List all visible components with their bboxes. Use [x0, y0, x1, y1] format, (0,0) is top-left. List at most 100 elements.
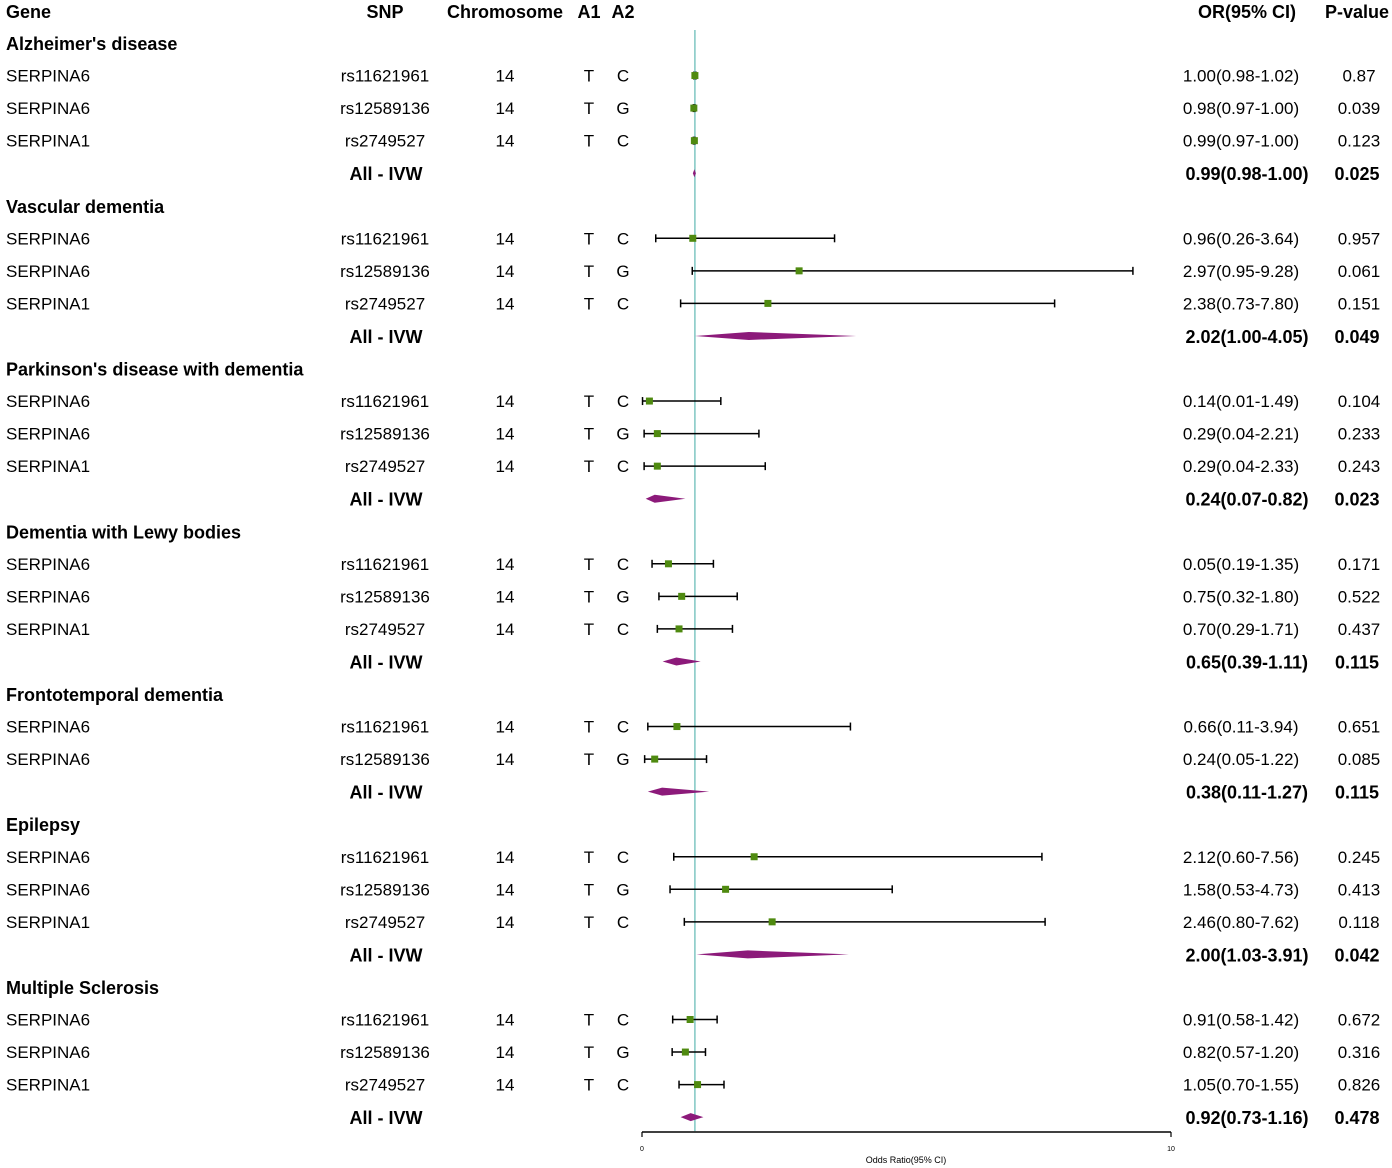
summary-diamond	[645, 494, 686, 503]
gene-cell: SERPINA1	[6, 913, 90, 932]
gene-cell: SERPINA6	[6, 1043, 90, 1062]
or-ci-cell: 0.96(0.26-3.64)	[1183, 229, 1299, 248]
a1-cell: T	[584, 99, 594, 118]
a2-cell: C	[617, 1076, 629, 1095]
a2-cell: C	[617, 555, 629, 574]
group-title: Alzheimer's disease	[6, 34, 177, 54]
p-value-cell: 0.151	[1338, 294, 1381, 313]
summary-or-ci: 2.00(1.03-3.91)	[1185, 945, 1308, 965]
a1-cell: T	[584, 620, 594, 639]
point-estimate	[691, 72, 699, 80]
a1-cell: T	[584, 1011, 594, 1030]
p-value-header: P-value	[1325, 2, 1389, 22]
or-ci-cell: 1.05(0.70-1.55)	[1183, 1076, 1299, 1095]
point-estimate	[664, 560, 672, 568]
or-ci-cell: 1.58(0.53-4.73)	[1183, 880, 1299, 899]
gene-cell: SERPINA1	[6, 132, 90, 151]
group-title: Epilepsy	[6, 815, 80, 835]
or-ci-cell: 0.98(0.97-1.00)	[1183, 99, 1299, 118]
header-row: Gene SNP Chromosome A1 A2 OR(95% CI) P-v…	[6, 2, 1389, 22]
a2-cell: C	[617, 718, 629, 737]
point-estimate	[675, 625, 683, 633]
a2-cell: G	[616, 262, 629, 281]
snp-cell: rs12589136	[340, 425, 430, 444]
chromosome-cell: 14	[496, 620, 515, 639]
summary-or-ci: 2.02(1.00-4.05)	[1185, 327, 1308, 347]
gene-cell: SERPINA6	[6, 587, 90, 606]
summary-label: All - IVW	[350, 1108, 423, 1128]
point-estimate	[690, 104, 698, 112]
gene-cell: SERPINA6	[6, 880, 90, 899]
p-value-cell: 0.437	[1338, 620, 1381, 639]
a1-cell: T	[584, 132, 594, 151]
a2-cell: C	[617, 1011, 629, 1030]
group-title: Multiple Sclerosis	[6, 978, 159, 998]
summary-label: All - IVW	[350, 652, 423, 672]
chromosome-cell: 14	[496, 229, 515, 248]
a1-header: A1	[577, 2, 600, 22]
a2-cell: C	[617, 457, 629, 476]
gene-cell: SERPINA6	[6, 555, 90, 574]
gene-cell: SERPINA6	[6, 262, 90, 281]
a2-cell: C	[617, 392, 629, 411]
gene-cell: SERPINA6	[6, 425, 90, 444]
snp-cell: rs11621961	[341, 392, 430, 411]
snp-cell: rs11621961	[341, 718, 430, 737]
a1-cell: T	[584, 392, 594, 411]
summary-p-value: 0.115	[1335, 783, 1379, 803]
snp-cell: rs12589136	[340, 1043, 430, 1062]
p-value-cell: 0.522	[1338, 587, 1381, 606]
p-value-cell: 0.957	[1338, 229, 1381, 248]
summary-diamond	[696, 950, 849, 959]
group-title: Frontotemporal dementia	[6, 685, 224, 705]
a1-cell: T	[584, 913, 594, 932]
summary-diamond	[692, 169, 696, 178]
summary-p-value: 0.023	[1334, 490, 1379, 510]
snp-cell: rs2749527	[345, 294, 425, 313]
summary-or-ci: 0.65(0.39-1.11)	[1186, 652, 1308, 672]
or-ci-cell: 0.70(0.29-1.71)	[1183, 620, 1299, 639]
gene-cell: SERPINA1	[6, 457, 90, 476]
gene-cell: SERPINA1	[6, 1076, 90, 1095]
gene-cell: SERPINA6	[6, 392, 90, 411]
gene-cell: SERPINA6	[6, 229, 90, 248]
chromosome-cell: 14	[496, 1076, 515, 1095]
or-ci-cell: 2.46(0.80-7.62)	[1183, 913, 1299, 932]
chromosome-cell: 14	[496, 294, 515, 313]
or-ci-cell: 0.75(0.32-1.80)	[1183, 587, 1299, 606]
or-ci-cell: 0.05(0.19-1.35)	[1183, 555, 1299, 574]
a1-cell: T	[584, 880, 594, 899]
point-estimate	[653, 462, 661, 470]
or-ci-cell: 0.14(0.01-1.49)	[1183, 392, 1299, 411]
summary-diamond	[662, 657, 701, 666]
snp-cell: rs2749527	[345, 913, 425, 932]
or-ci-cell: 0.24(0.05-1.22)	[1183, 750, 1299, 769]
x-axis-label: Odds Ratio(95% CI)	[866, 1155, 947, 1165]
gene-cell: SERPINA6	[6, 1011, 90, 1030]
a1-cell: T	[584, 294, 594, 313]
gene-cell: SERPINA1	[6, 620, 90, 639]
a1-cell: T	[584, 555, 594, 574]
x-tick-label-10: 10	[1167, 1146, 1175, 1153]
point-estimate	[694, 1081, 702, 1089]
summary-or-ci: 0.92(0.73-1.16)	[1185, 1108, 1308, 1128]
a1-cell: T	[584, 1043, 594, 1062]
point-estimate	[645, 397, 653, 405]
chromosome-cell: 14	[496, 555, 515, 574]
chromosome-cell: 14	[496, 750, 515, 769]
summary-or-ci: 0.99(0.98-1.00)	[1185, 164, 1308, 184]
a2-cell: C	[617, 620, 629, 639]
point-estimate	[673, 723, 681, 731]
p-value-cell: 0.243	[1338, 457, 1381, 476]
summary-diamond	[647, 787, 710, 796]
group-title: Parkinson's disease with dementia	[6, 360, 304, 380]
p-value-cell: 0.245	[1338, 848, 1381, 867]
chromosome-header: Chromosome	[447, 2, 563, 22]
summary-p-value: 0.115	[1335, 652, 1379, 672]
p-value-cell: 0.672	[1338, 1011, 1381, 1030]
snp-cell: rs11621961	[341, 555, 430, 574]
snp-cell: rs12589136	[340, 880, 430, 899]
a2-cell: G	[616, 587, 629, 606]
group-title: Dementia with Lewy bodies	[6, 522, 241, 542]
snp-cell: rs12589136	[340, 750, 430, 769]
